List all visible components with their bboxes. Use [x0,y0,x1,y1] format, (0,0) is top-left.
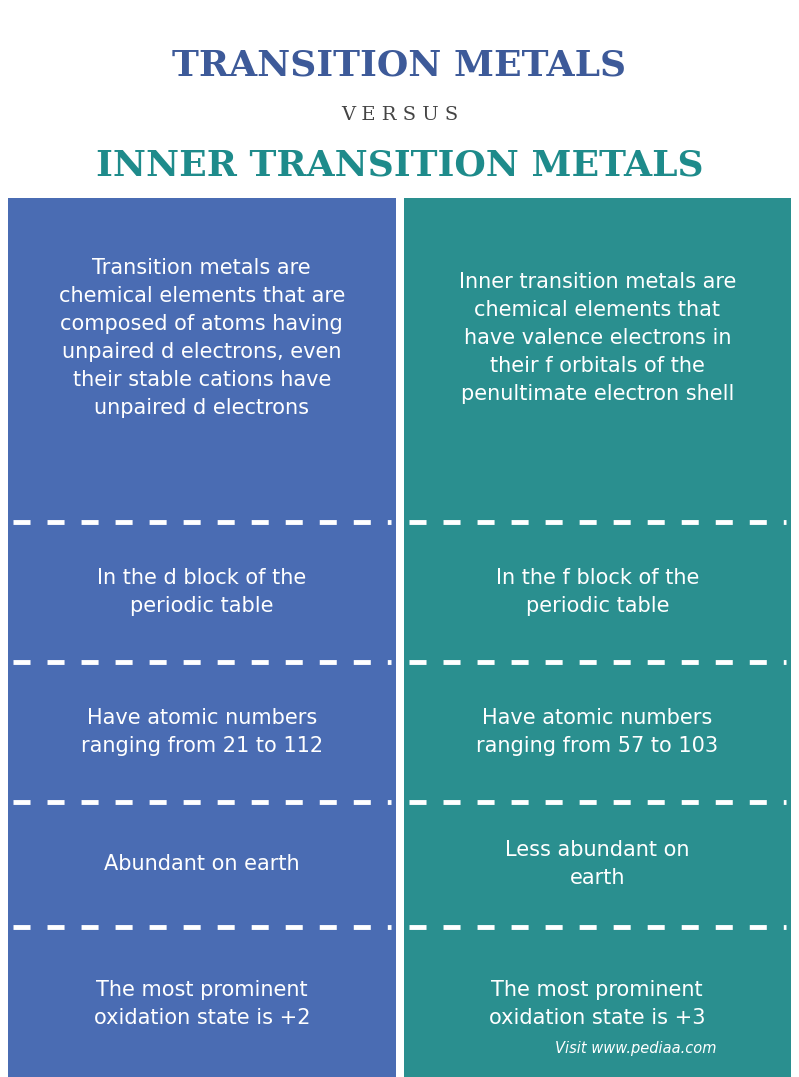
Text: Abundant on earth: Abundant on earth [104,854,300,875]
Text: The most prominent
oxidation state is +2: The most prominent oxidation state is +2 [93,980,310,1029]
Text: Inner transition metals are
chemical elements that
have valence electrons in
the: Inner transition metals are chemical ele… [459,271,736,404]
Text: Have atomic numbers
ranging from 21 to 112: Have atomic numbers ranging from 21 to 1… [81,708,323,756]
Text: The most prominent
oxidation state is +3: The most prominent oxidation state is +3 [489,980,706,1029]
Text: Less abundant on
earth: Less abundant on earth [505,840,690,889]
Text: Transition metals are
chemical elements that are
composed of atoms having
unpair: Transition metals are chemical elements … [58,257,345,418]
Text: Visit www.pediaa.com: Visit www.pediaa.com [555,1041,717,1057]
Bar [403,198,791,1077]
Text: INNER TRANSITION METALS: INNER TRANSITION METALS [96,148,703,182]
Text: In the f block of the
periodic table: In the f block of the periodic table [495,568,699,616]
Text: V E R S U S: V E R S U S [341,106,458,124]
Text: TRANSITION METALS: TRANSITION METALS [173,48,626,82]
Bar [8,198,396,1077]
Text: In the d block of the
periodic table: In the d block of the periodic table [97,568,306,616]
Text: Have atomic numbers
ranging from 57 to 103: Have atomic numbers ranging from 57 to 1… [476,708,718,756]
